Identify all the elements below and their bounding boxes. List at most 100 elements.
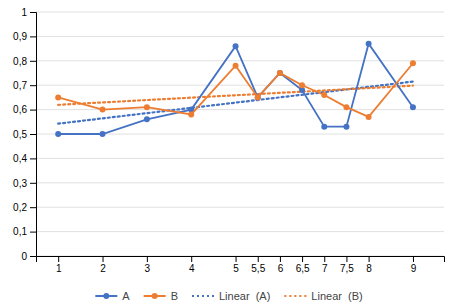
- legend-item: A: [95, 290, 130, 302]
- legend-item: Linear (B): [284, 290, 362, 302]
- trend-line: [58, 86, 413, 105]
- grid: [36, 12, 444, 256]
- point: [100, 131, 106, 137]
- y-tick-label: 0,7: [13, 80, 27, 91]
- x-tick-label: 2: [100, 263, 106, 274]
- point: [343, 104, 349, 110]
- x-tick: 7: [322, 256, 328, 274]
- point: [100, 107, 106, 113]
- y-tick-label: 0,1: [13, 226, 27, 237]
- y-tick-mark: [30, 256, 36, 257]
- point: [55, 94, 61, 100]
- marks: [55, 41, 416, 137]
- x-tick: 1: [56, 256, 62, 274]
- x-tick-mark: [302, 256, 303, 262]
- x-tick: 8: [366, 256, 372, 274]
- grid-line: [36, 182, 444, 183]
- grid-line: [36, 12, 444, 13]
- y-tick: 0,5: [13, 129, 36, 140]
- legend-swatch: [192, 295, 214, 297]
- chart: 1 2 3 4 5 5,5 6 6,5 7 7,5 8 9 0 0,1 0,2 0,3 0,4 0,5 0,6 0,7…: [0, 0, 458, 308]
- y-tick: 0,8: [13, 56, 36, 67]
- x-tick: 4: [189, 256, 195, 274]
- x-tick-label: 7: [322, 263, 328, 274]
- y-tick-label: 0,2: [13, 202, 27, 213]
- legend-label: B: [171, 290, 178, 302]
- x-tick-label: 6,5: [296, 263, 310, 274]
- point: [233, 63, 239, 69]
- y-tick-mark: [30, 134, 36, 135]
- series-line: [58, 44, 413, 134]
- x-axis-line: [37, 257, 445, 263]
- x-tick-mark: [369, 256, 370, 262]
- y-tick-label: 0: [21, 251, 27, 262]
- x-tick-label: 1: [56, 263, 62, 274]
- x-tick: 9: [411, 256, 417, 274]
- x-tick-mark: [324, 256, 325, 262]
- y-tick: 0,7: [13, 80, 36, 91]
- x-tick: 6: [278, 256, 284, 274]
- y-tick-label: 0,3: [13, 178, 27, 189]
- legend-item: B: [144, 290, 178, 302]
- grid-line: [36, 36, 444, 37]
- x-tick: 6,5: [296, 256, 310, 274]
- trend-line: [58, 82, 413, 124]
- y-tick-label: 0,4: [13, 153, 27, 164]
- grid-line: [36, 231, 444, 232]
- y-tick: 0,4: [13, 153, 36, 164]
- x-tick: 3: [145, 256, 151, 274]
- x-tick-label: 3: [145, 263, 151, 274]
- y-tick-label: 0,5: [13, 129, 27, 140]
- point: [255, 94, 261, 100]
- point: [255, 94, 261, 100]
- legend-swatch: [284, 295, 306, 297]
- y-tick: 0,2: [13, 202, 36, 213]
- point: [410, 60, 416, 66]
- legend-label: Linear (A): [219, 290, 270, 302]
- y-tick: 0,9: [13, 31, 36, 42]
- y-tick: 0,6: [13, 104, 36, 115]
- x-axis: 1 2 3 4 5 5,5 6 6,5 7 7,5 8 9: [37, 256, 445, 274]
- x-tick-label: 6: [278, 263, 284, 274]
- y-tick-mark: [30, 61, 36, 62]
- grid-line: [36, 60, 444, 61]
- point: [55, 131, 61, 137]
- point: [343, 124, 349, 130]
- grid-line: [36, 207, 444, 208]
- legend-item: Linear (A): [192, 290, 270, 302]
- x-tick-label: 4: [189, 263, 195, 274]
- y-tick-mark: [30, 85, 36, 86]
- x-tick-label: 5,5: [251, 263, 265, 274]
- y-tick: 0,1: [13, 226, 36, 237]
- x-tick-mark: [413, 256, 414, 262]
- point: [188, 111, 194, 117]
- grid-line: [36, 109, 444, 110]
- y-tick-mark: [30, 183, 36, 184]
- point: [277, 70, 283, 76]
- x-tick-label: 8: [366, 263, 372, 274]
- y-axis-line: [30, 13, 37, 257]
- y-tick-label: 0,8: [13, 56, 27, 67]
- x-tick: 5: [233, 256, 239, 274]
- y-tick-mark: [30, 12, 36, 13]
- y-tick-mark: [30, 110, 36, 111]
- y-tick-mark: [30, 158, 36, 159]
- y-tick-mark: [30, 207, 36, 208]
- x-tick: 7,5: [340, 256, 354, 274]
- x-tick-mark: [147, 256, 148, 262]
- y-tick: 0,3: [13, 178, 36, 189]
- series-line: [58, 63, 413, 117]
- x-tick-label: 9: [411, 263, 417, 274]
- x-tick-mark: [346, 256, 347, 262]
- x-tick-label: 5: [233, 263, 239, 274]
- x-tick-mark: [258, 256, 259, 262]
- legend-marker: [152, 293, 158, 299]
- x-tick-mark: [236, 256, 237, 262]
- point: [366, 114, 372, 120]
- x-tick-mark: [191, 256, 192, 262]
- x-tick: 2: [100, 256, 106, 274]
- grid-line: [36, 158, 444, 159]
- point: [277, 70, 283, 76]
- point: [321, 124, 327, 130]
- y-tick: 1: [21, 7, 36, 18]
